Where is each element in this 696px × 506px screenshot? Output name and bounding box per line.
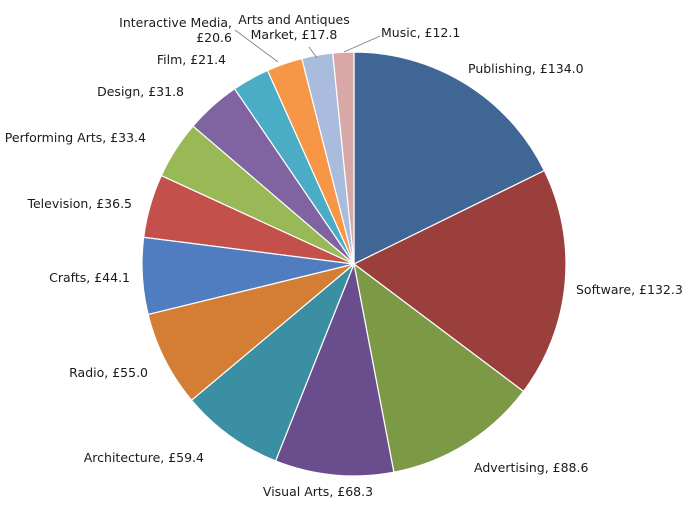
pie-label-interactive-media: Interactive Media, £20.6	[119, 15, 232, 45]
pie-slice-music	[332, 51, 355, 265]
pie-label-design: Design, £31.8	[97, 84, 184, 99]
pie-leader-arts-and-antiques-market	[308, 46, 318, 59]
pie-label-film: Film, £21.4	[157, 52, 226, 67]
pie-slice-software	[352, 169, 567, 393]
pie-label-performing-arts: Performing Arts, £33.4	[5, 130, 146, 145]
pie-label-music: Music, £12.1	[381, 25, 460, 40]
pie-slice-visual-arts	[274, 261, 395, 477]
pie-label-television: Television, £36.5	[26, 196, 132, 211]
pie-label-software: Software, £132.3	[576, 282, 683, 297]
pie-leader-interactive-media	[234, 29, 279, 63]
pie-labels: Publishing, £134.0 Software, £132.3 Advert…	[5, 12, 683, 499]
pie-label-visual-arts: Visual Arts, £68.3	[263, 484, 373, 499]
pie-label-radio: Radio, £55.0	[69, 365, 148, 380]
pie-label-publishing: Publishing, £134.0	[468, 61, 584, 76]
pie-leader-music	[343, 35, 381, 53]
pie-label-advertising: Advertising, £88.6	[474, 460, 588, 475]
pie-label-crafts: Crafts, £44.1	[49, 270, 130, 285]
pie-label-arts-and-antiques-market: Arts and Antiques Market, £17.8	[238, 12, 349, 42]
pie-label-architecture: Architecture, £59.4	[84, 450, 204, 465]
pie-slice-architecture	[190, 263, 355, 462]
pie-slices	[141, 51, 567, 477]
pie-leader-lines	[234, 29, 381, 63]
pie-slice-advertising	[353, 262, 525, 473]
pie-slice-publishing	[353, 51, 546, 265]
